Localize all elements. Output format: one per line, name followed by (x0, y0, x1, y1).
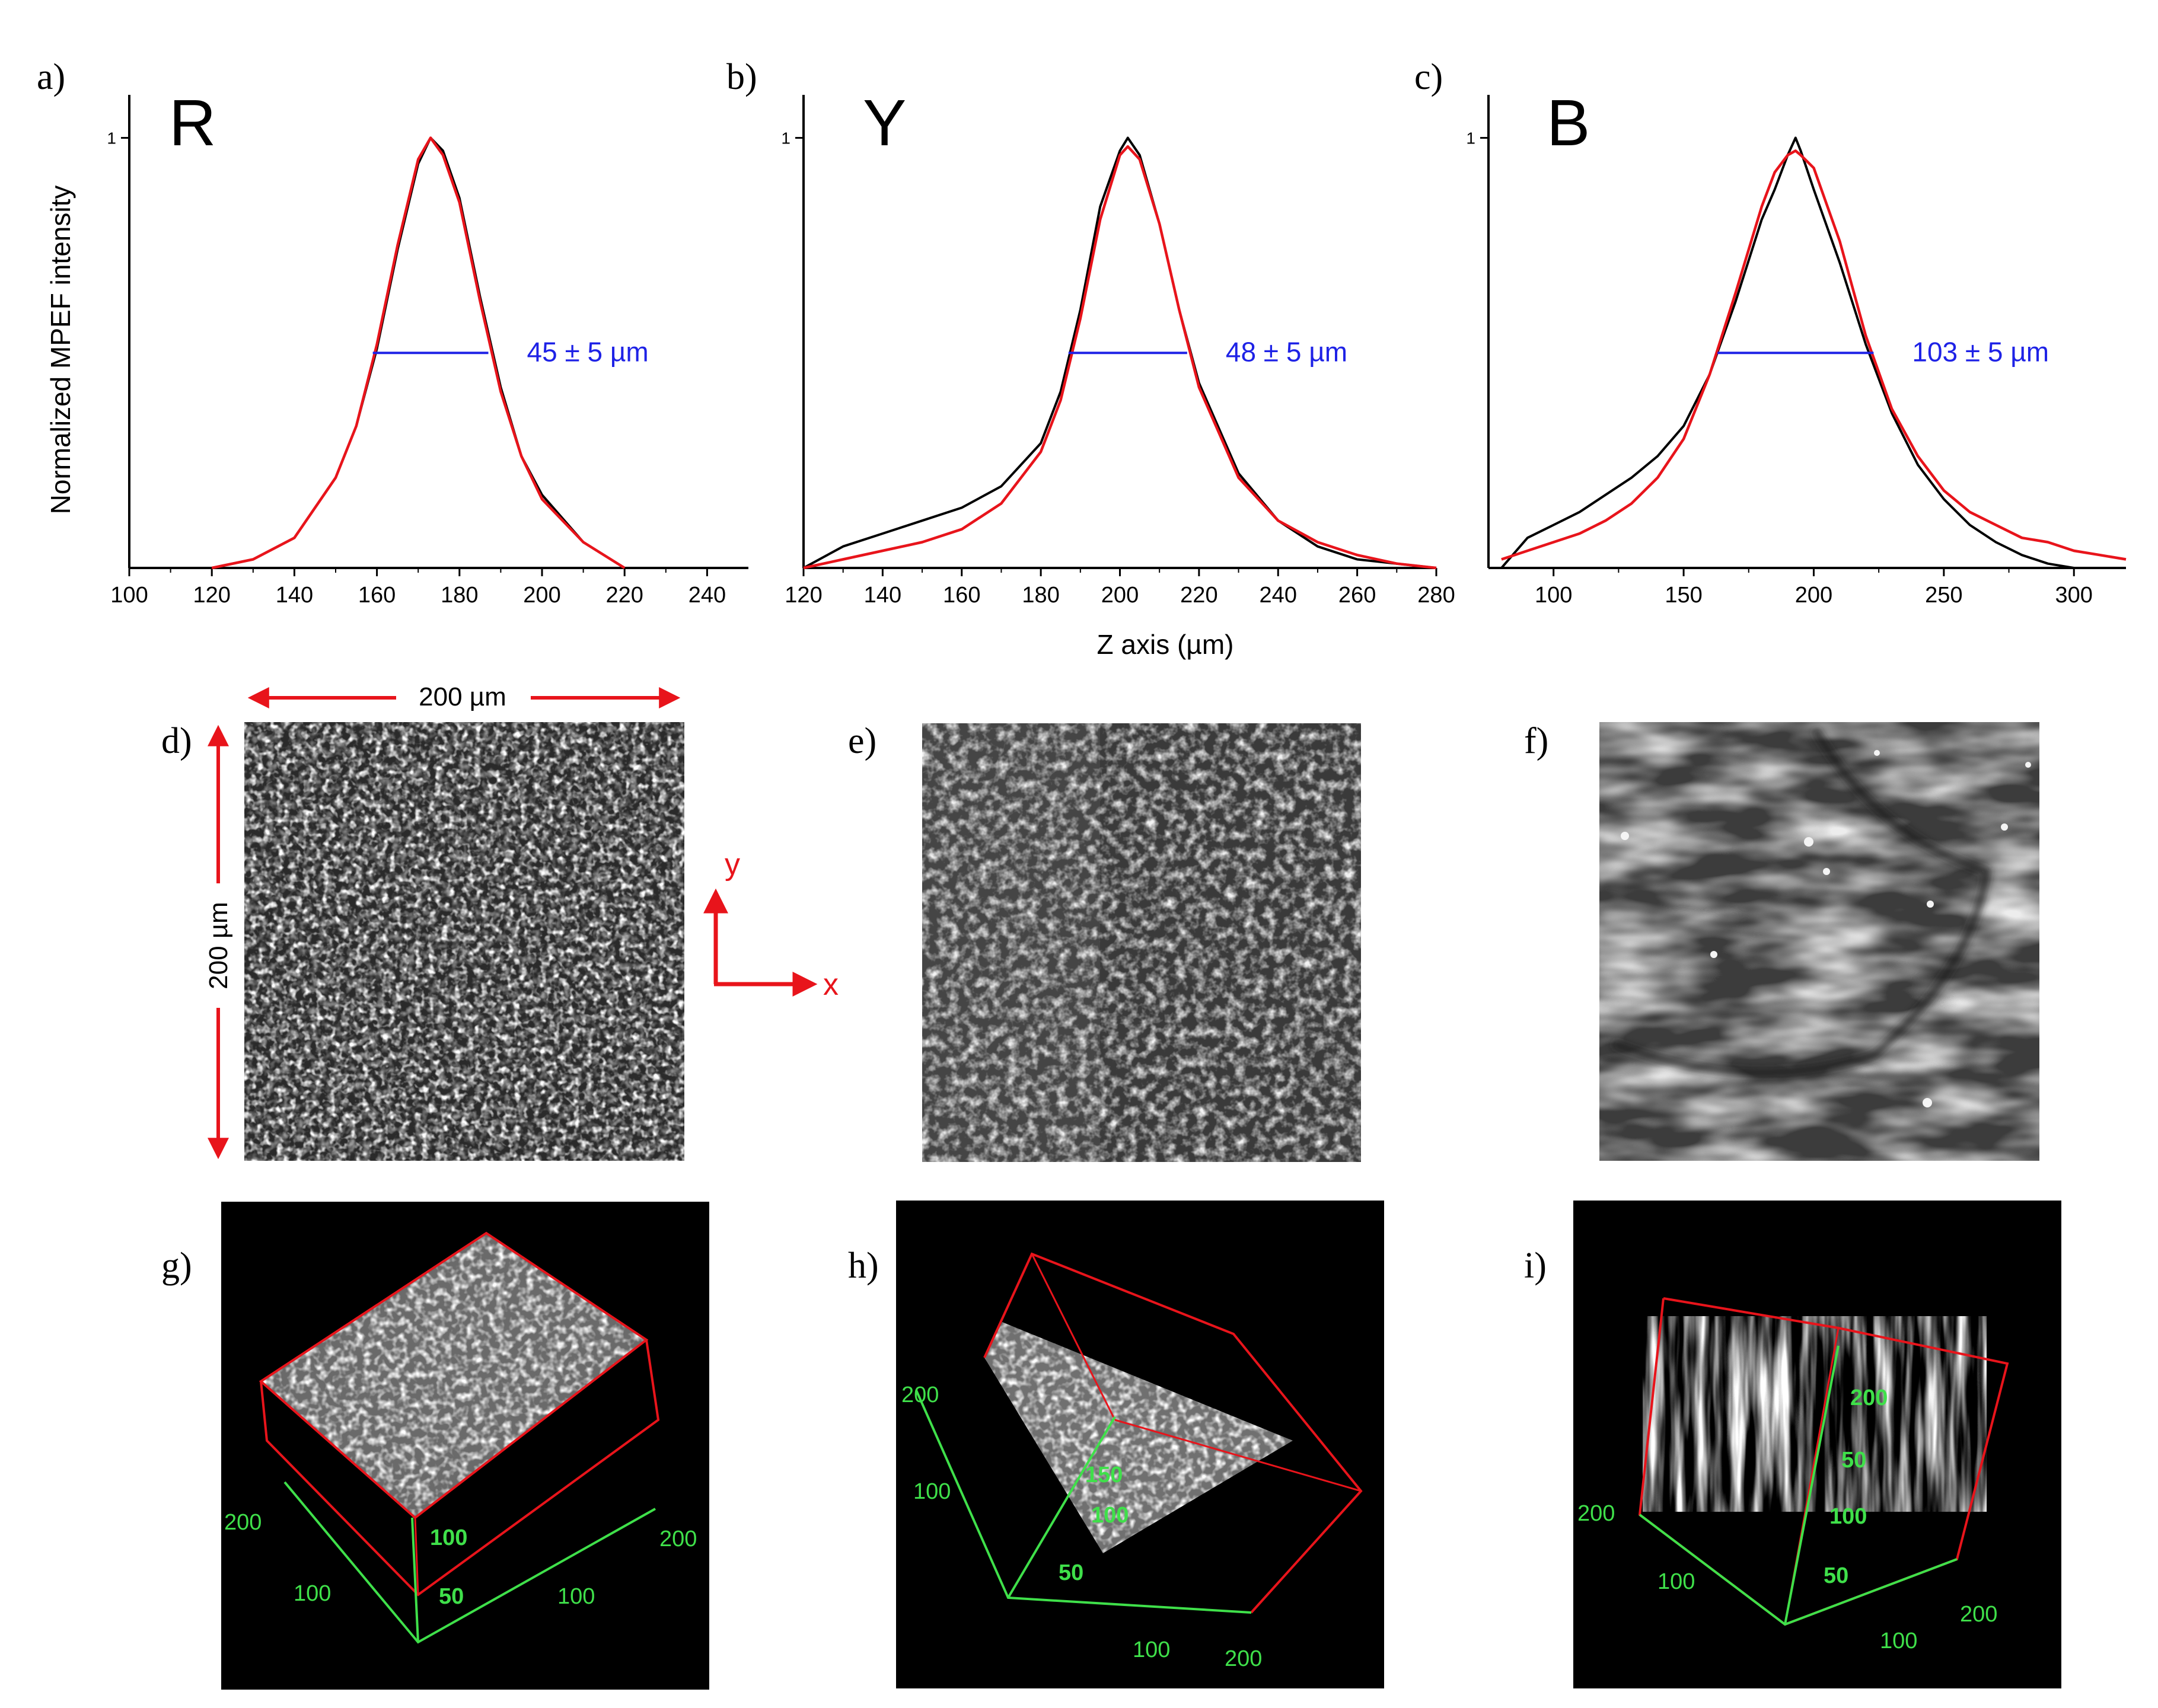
vol-h-tick: 150 (1085, 1463, 1123, 1487)
x-tick-label: 160 (943, 583, 980, 608)
x-tick-label: 150 (1665, 583, 1702, 608)
orientation-label-x: x (823, 968, 839, 1002)
series-measured (803, 136, 1437, 569)
panel-label-g: g) (161, 1246, 192, 1286)
chart-a: a) R 1 100 120 140 160 180 200 220 240 45 ± 5 µm (37, 57, 748, 608)
x-axis-title: Z axis (µm) (1097, 629, 1234, 660)
series-fit (211, 136, 626, 570)
volume-i: 200 100 100 200 200 50 100 50 (1573, 1201, 2061, 1688)
series-fit (1501, 149, 2127, 561)
x-tick-label: 200 (523, 583, 560, 608)
series-fit (803, 145, 1437, 570)
image-e (922, 723, 1361, 1162)
x-tick-label: 200 (1795, 583, 1832, 608)
fwhm-label: 48 ± 5 µm (1226, 336, 1347, 367)
x-tick-label: 100 (110, 583, 148, 608)
x-tick-label: 260 (1338, 583, 1376, 608)
vol-i-tick: 50 (1824, 1563, 1848, 1588)
vol-i-tick: 100 (1657, 1569, 1695, 1594)
x-tick-label: 220 (605, 583, 643, 608)
x-tick-label: 180 (1022, 583, 1059, 608)
x-tick-label: 280 (1417, 583, 1455, 608)
vol-i-tick: 200 (1960, 1602, 1997, 1627)
panel-label: c) (1414, 57, 1443, 97)
panel-label-i: i) (1524, 1246, 1547, 1286)
vol-g-tick: 200 (659, 1527, 697, 1551)
vol-i-tick: 100 (1829, 1504, 1867, 1529)
fwhm-label: 45 ± 5 µm (527, 336, 649, 367)
x-tick-label: 140 (864, 583, 901, 608)
x-tick-label: 200 (1101, 583, 1139, 608)
vol-g-tick: 200 (224, 1510, 262, 1535)
scale-label-y: 200 µm (204, 902, 233, 989)
volume-g: 200 100 100 200 100 50 (221, 1202, 709, 1690)
chart-c: c) B 1 100 150 200 250 300 103 ± 5 µm (1414, 57, 2127, 608)
vol-h-tick: 200 (1225, 1646, 1262, 1671)
vol-g-tick: 50 (439, 1584, 464, 1609)
chart-b: b) Y 1 120 140 160 180 200 220 240 260 280 48 ± 5 µm (726, 57, 1455, 608)
panel-label-h: h) (848, 1246, 879, 1286)
fwhm-label: 103 ± 5 µm (1912, 336, 2049, 367)
vol-h-tick: 200 (901, 1383, 939, 1407)
vol-h-tick: 100 (1091, 1503, 1129, 1528)
y-tick-label: 1 (1466, 129, 1475, 148)
vol-g-tick: 100 (430, 1525, 467, 1550)
image-d (244, 722, 684, 1161)
x-tick-label: 120 (193, 583, 230, 608)
image-f (1599, 722, 2039, 1161)
vol-g-tick: 100 (557, 1584, 595, 1609)
y-tick-label: 1 (107, 129, 116, 148)
x-tick-label: 220 (1180, 583, 1217, 608)
vol-g-tick: 100 (294, 1581, 331, 1606)
series-measured (1500, 136, 2074, 569)
x-tick-label: 250 (1925, 583, 1962, 608)
x-tick-label: 140 (276, 583, 313, 608)
x-tick-label: 240 (1260, 583, 1297, 608)
vol-i-tick: 100 (1880, 1629, 1917, 1653)
chart-title: R (169, 87, 216, 159)
orientation-label-y: y (725, 847, 740, 882)
vol-h-tick: 100 (1133, 1637, 1170, 1662)
x-tick-label: 300 (2055, 583, 2093, 608)
panel-label-e: e) (848, 721, 876, 761)
chart-title: B (1547, 87, 1590, 159)
x-tick-label: 240 (688, 583, 726, 608)
x-tick-label: 120 (785, 583, 822, 608)
chart-title: Y (863, 87, 906, 159)
vol-i-tick: 200 (1850, 1385, 1888, 1410)
vol-i-tick: 200 (1577, 1501, 1615, 1526)
y-tick-label: 1 (781, 129, 790, 148)
panel-label: a) (37, 57, 65, 97)
x-tick-label: 180 (441, 583, 478, 608)
x-tick-label: 160 (358, 583, 396, 608)
panel-label-f: f) (1524, 721, 1548, 761)
vol-h-tick: 100 (913, 1479, 951, 1504)
panel-label: b) (726, 57, 757, 97)
scale-label-x: 200 µm (419, 682, 506, 711)
panel-label-d: d) (161, 721, 192, 761)
vol-h-tick: 50 (1059, 1560, 1083, 1585)
y-axis-title: Normalized MPEF intensity (45, 186, 76, 515)
volume-h: 200 100 150 100 50 100 200 (896, 1201, 1384, 1688)
vol-i-tick: 50 (1841, 1448, 1866, 1473)
x-tick-label: 100 (1535, 583, 1572, 608)
